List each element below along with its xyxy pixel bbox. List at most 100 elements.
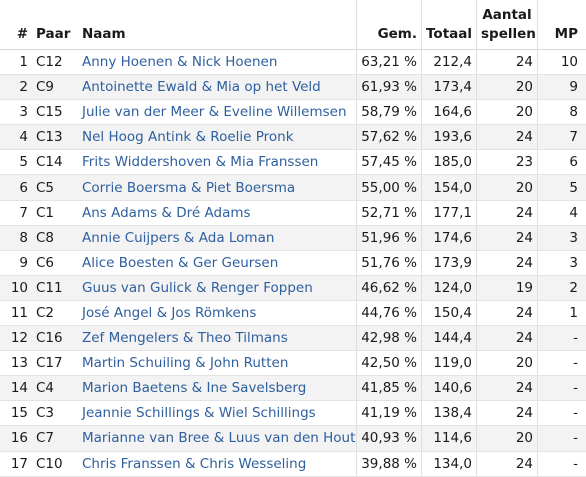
cell-mp: - (538, 351, 586, 376)
cell-mp: 6 (538, 150, 586, 175)
cell-naam[interactable]: Nel Hoog Antink & Roelie Pronk (78, 125, 357, 150)
cell-mp: - (538, 426, 586, 451)
cell-gem: 42,50 % (357, 351, 422, 376)
pair-name-link[interactable]: Antoinette Ewald & Mia op het Veld (82, 79, 321, 95)
pair-name-link[interactable]: Guus van Gulick & Renger Foppen (82, 280, 313, 296)
cell-gem: 63,21 % (357, 50, 422, 75)
cell-num: 3 (0, 100, 32, 125)
cell-gem: 61,93 % (357, 75, 422, 100)
pair-name-link[interactable]: Frits Widdershoven & Mia Franssen (82, 154, 318, 170)
cell-mp: 5 (538, 175, 586, 200)
cell-aantal-spellen: 20 (477, 175, 538, 200)
cell-naam[interactable]: Marion Baetens & Ine Savelsberg (78, 376, 357, 401)
pair-name-link[interactable]: Annie Cuijpers & Ada Loman (82, 230, 274, 246)
cell-num: 8 (0, 225, 32, 250)
pair-name-link[interactable]: Corrie Boersma & Piet Boersma (82, 180, 295, 196)
header-spellen-line2: spellen (481, 26, 536, 42)
header-mp[interactable]: MP (538, 0, 586, 50)
cell-num: 4 (0, 125, 32, 150)
pair-name-link[interactable]: Anny Hoenen & Nick Hoenen (82, 54, 277, 70)
cell-naam[interactable]: José Angel & Jos Römkens (78, 300, 357, 325)
cell-naam[interactable]: Frits Widdershoven & Mia Franssen (78, 150, 357, 175)
cell-paar: C6 (32, 250, 78, 275)
cell-mp: - (538, 401, 586, 426)
cell-naam[interactable]: Marianne van Bree & Luus van den Hout (78, 426, 357, 451)
cell-num: 1 (0, 50, 32, 75)
cell-paar: C2 (32, 300, 78, 325)
cell-aantal-spellen: 24 (477, 225, 538, 250)
cell-naam[interactable]: Chris Franssen & Chris Wesseling (78, 451, 357, 476)
cell-paar: C8 (32, 225, 78, 250)
cell-naam[interactable]: Martin Schuiling & John Rutten (78, 351, 357, 376)
cell-mp: 3 (538, 250, 586, 275)
cell-aantal-spellen: 20 (477, 100, 538, 125)
cell-paar: C9 (32, 75, 78, 100)
header-gem[interactable]: Gem. (357, 0, 422, 50)
pair-name-link[interactable]: Ans Adams & Dré Adams (82, 205, 251, 221)
cell-paar: C10 (32, 451, 78, 476)
cell-naam[interactable]: Ans Adams & Dré Adams (78, 200, 357, 225)
cell-aantal-spellen: 24 (477, 451, 538, 476)
pair-name-link[interactable]: Julie van der Meer & Eveline Willemsen (82, 104, 347, 120)
pair-name-link[interactable]: Marion Baetens & Ine Savelsberg (82, 380, 306, 396)
pair-name-link[interactable]: José Angel & Jos Römkens (82, 305, 256, 321)
cell-naam[interactable]: Julie van der Meer & Eveline Willemsen (78, 100, 357, 125)
cell-naam[interactable]: Jeannie Schillings & Wiel Schillings (78, 401, 357, 426)
pair-name-link[interactable]: Chris Franssen & Chris Wesseling (82, 456, 306, 472)
cell-num: 5 (0, 150, 32, 175)
cell-naam[interactable]: Anny Hoenen & Nick Hoenen (78, 50, 357, 75)
pair-name-link[interactable]: Martin Schuiling & John Rutten (82, 355, 288, 371)
cell-paar: C14 (32, 150, 78, 175)
cell-totaal: 164,6 (422, 100, 477, 125)
cell-naam[interactable]: Zef Mengelers & Theo Tilmans (78, 326, 357, 351)
cell-aantal-spellen: 20 (477, 75, 538, 100)
header-paar[interactable]: Paar (32, 0, 78, 50)
pair-name-link[interactable]: Alice Boesten & Ger Geursen (82, 255, 278, 271)
cell-gem: 44,76 % (357, 300, 422, 325)
cell-mp: 4 (538, 200, 586, 225)
header-totaal[interactable]: Totaal (422, 0, 477, 50)
cell-aantal-spellen: 24 (477, 200, 538, 225)
cell-totaal: 177,1 (422, 200, 477, 225)
pair-name-link[interactable]: Zef Mengelers & Theo Tilmans (82, 330, 288, 346)
cell-naam[interactable]: Alice Boesten & Ger Geursen (78, 250, 357, 275)
cell-mp: 1 (538, 300, 586, 325)
cell-aantal-spellen: 24 (477, 326, 538, 351)
cell-gem: 51,76 % (357, 250, 422, 275)
cell-totaal: 193,6 (422, 125, 477, 150)
cell-num: 6 (0, 175, 32, 200)
cell-num: 12 (0, 326, 32, 351)
cell-mp: - (538, 376, 586, 401)
cell-aantal-spellen: 24 (477, 376, 538, 401)
cell-naam[interactable]: Antoinette Ewald & Mia op het Veld (78, 75, 357, 100)
cell-gem: 58,79 % (357, 100, 422, 125)
cell-naam[interactable]: Annie Cuijpers & Ada Loman (78, 225, 357, 250)
cell-naam[interactable]: Corrie Boersma & Piet Boersma (78, 175, 357, 200)
cell-totaal: 144,4 (422, 326, 477, 351)
cell-totaal: 150,4 (422, 300, 477, 325)
pair-name-link[interactable]: Marianne van Bree & Luus van den Hout (82, 430, 355, 446)
cell-gem: 39,88 % (357, 451, 422, 476)
header-naam[interactable]: Naam (78, 0, 357, 50)
cell-gem: 42,98 % (357, 326, 422, 351)
cell-totaal: 185,0 (422, 150, 477, 175)
cell-gem: 57,62 % (357, 125, 422, 150)
cell-num: 15 (0, 401, 32, 426)
pair-name-link[interactable]: Nel Hoog Antink & Roelie Pronk (82, 129, 294, 145)
cell-num: 17 (0, 451, 32, 476)
cell-totaal: 138,4 (422, 401, 477, 426)
cell-num: 7 (0, 200, 32, 225)
cell-mp: 9 (538, 75, 586, 100)
cell-naam[interactable]: Guus van Gulick & Renger Foppen (78, 275, 357, 300)
pair-name-link[interactable]: Jeannie Schillings & Wiel Schillings (82, 405, 316, 421)
header-num[interactable]: # (0, 0, 32, 50)
cell-mp: 3 (538, 225, 586, 250)
